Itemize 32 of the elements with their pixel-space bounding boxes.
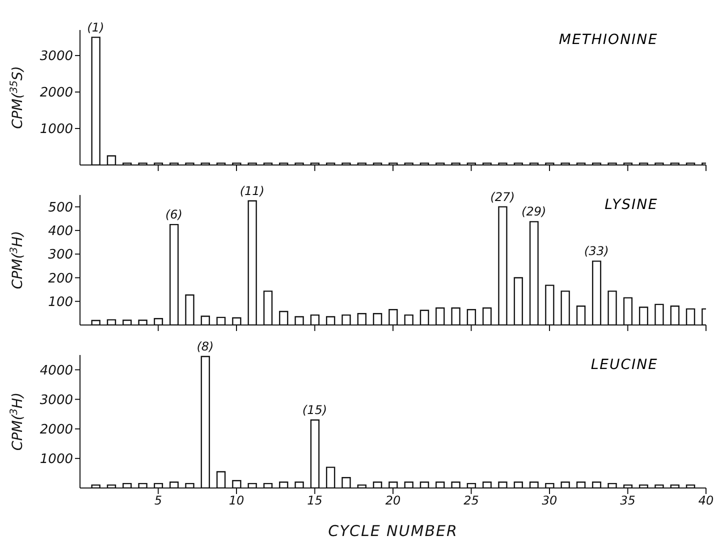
y-tick-label: 3000 — [40, 392, 73, 408]
x-tick-label: 35 — [620, 494, 636, 508]
annotation: (27) — [490, 190, 515, 204]
y-tick-label: 4000 — [40, 363, 73, 378]
y-tick-label: 1000 — [40, 452, 73, 468]
y-tick-label: 2000 — [40, 422, 73, 438]
x-tick-label: 15 — [307, 494, 322, 508]
chart-title: LYSINE — [604, 197, 658, 213]
y-tick-label: 100 — [48, 294, 73, 310]
x-axis-title: CYCLE NUMBER — [328, 522, 458, 540]
annotation: (6) — [165, 208, 182, 222]
annotation: (8) — [196, 339, 214, 354]
chart-title: METHIONINE — [558, 32, 658, 48]
y-tick-label: 200 — [48, 271, 73, 286]
x-tick-label: 30 — [542, 494, 558, 508]
y-tick-label: 3000 — [40, 49, 73, 64]
y-tick-label: 1000 — [40, 122, 73, 138]
y-tick-label: 500 — [48, 200, 73, 216]
y-tick-label: 2000 — [40, 86, 73, 101]
y-tick-label: 400 — [48, 224, 73, 240]
annotation: (11) — [240, 184, 264, 198]
x-tick-label: 40 — [698, 494, 714, 508]
y-tick-label: 300 — [48, 248, 73, 263]
x-tick-label: 25 — [464, 494, 479, 508]
annotation: (33) — [584, 244, 609, 258]
annotation: (29) — [522, 204, 546, 219]
annotation: (15) — [302, 403, 328, 418]
x-tick-label: 10 — [228, 494, 244, 508]
x-tick-label: 5 — [154, 494, 162, 508]
chart-title: LEUCINE — [590, 357, 658, 373]
x-tick-label: 20 — [385, 494, 401, 508]
annotation: (1) — [87, 20, 104, 34]
